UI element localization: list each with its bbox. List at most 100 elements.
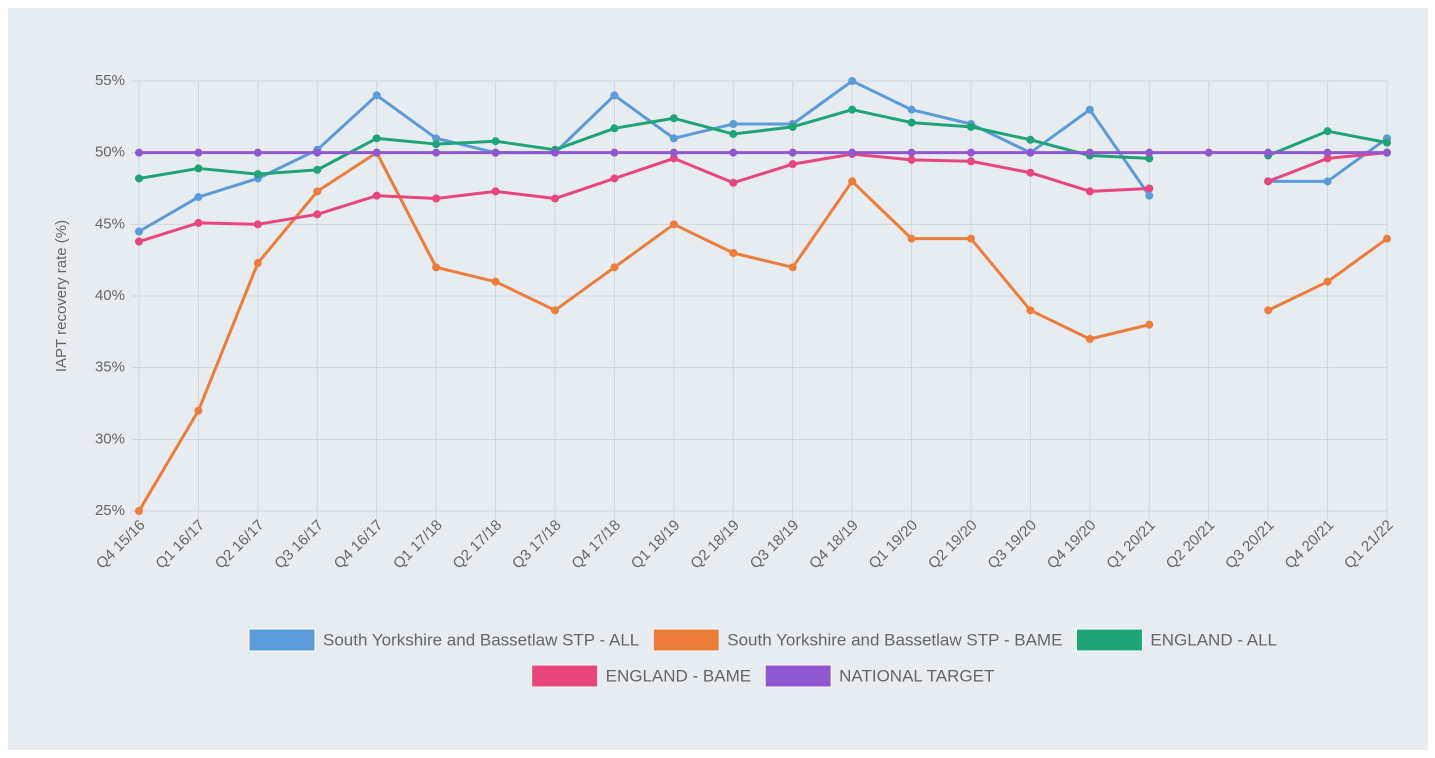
- data-point: [1026, 148, 1035, 157]
- data-point: [669, 134, 678, 143]
- y-tick-label: 45%: [95, 215, 125, 232]
- data-point: [848, 77, 857, 85]
- data-point: [194, 148, 203, 157]
- data-point: [788, 263, 797, 272]
- legend-swatch: [531, 664, 599, 688]
- data-point: [432, 194, 441, 203]
- data-point: [253, 220, 262, 229]
- legend-item[interactable]: South Yorkshire and Bassetlaw STP - ALL: [248, 628, 639, 652]
- data-point: [1264, 148, 1273, 157]
- data-point: [1145, 320, 1154, 329]
- data-point: [907, 148, 916, 157]
- data-point: [1264, 306, 1273, 315]
- data-point: [313, 187, 322, 196]
- data-point: [253, 259, 262, 268]
- data-point: [135, 148, 143, 157]
- legend-item[interactable]: South Yorkshire and Bassetlaw STP - BAME: [652, 628, 1062, 652]
- data-point: [788, 160, 797, 169]
- data-point: [907, 155, 916, 164]
- data-point: [1204, 148, 1213, 157]
- legend-label: NATIONAL TARGET: [839, 666, 994, 685]
- data-point: [788, 148, 797, 157]
- data-point: [432, 263, 441, 272]
- data-point: [551, 148, 559, 157]
- data-point: [669, 220, 678, 229]
- y-tick-label: 50%: [95, 144, 125, 161]
- data-point: [135, 227, 143, 236]
- data-point: [729, 148, 738, 157]
- data-point: [135, 174, 143, 183]
- data-point: [610, 124, 619, 133]
- data-point: [729, 130, 738, 139]
- legend-item[interactable]: NATIONAL TARGET: [764, 664, 994, 688]
- data-point: [313, 165, 322, 174]
- data-point: [313, 210, 322, 219]
- legend-label: South Yorkshire and Bassetlaw STP - BAME: [727, 630, 1062, 649]
- data-point: [848, 105, 857, 114]
- data-point: [194, 406, 203, 415]
- data-point: [669, 148, 678, 157]
- data-point: [253, 170, 262, 179]
- y-tick-label: 40%: [95, 287, 125, 304]
- data-point: [1323, 277, 1332, 286]
- data-point: [610, 148, 619, 157]
- data-point: [1026, 135, 1035, 144]
- data-point: [551, 194, 559, 203]
- legend-swatch: [248, 628, 316, 652]
- data-point: [1145, 154, 1154, 163]
- data-point: [848, 177, 857, 186]
- data-point: [1323, 127, 1332, 136]
- data-point: [135, 507, 143, 515]
- data-point: [1085, 148, 1094, 157]
- data-point: [907, 118, 916, 127]
- data-point: [669, 154, 678, 163]
- legend-label: ENGLAND - ALL: [1150, 630, 1277, 649]
- data-point: [967, 148, 975, 157]
- data-point: [1264, 177, 1273, 186]
- y-tick-label: 25%: [95, 502, 125, 519]
- data-point: [372, 91, 381, 100]
- data-point: [551, 306, 559, 315]
- data-point: [1323, 177, 1332, 186]
- legend-swatch: [1075, 628, 1143, 652]
- data-point: [610, 174, 619, 183]
- data-point: [1145, 148, 1154, 157]
- data-point: [1085, 105, 1094, 114]
- data-point: [1383, 234, 1391, 243]
- data-point: [788, 122, 797, 131]
- legend-item[interactable]: ENGLAND - ALL: [1075, 628, 1277, 652]
- data-point: [253, 148, 262, 157]
- series-line: [137, 151, 1150, 512]
- legend-swatch: [764, 664, 832, 688]
- data-point: [491, 148, 500, 157]
- data-point: [729, 249, 738, 257]
- data-point: [907, 105, 916, 114]
- data-point: [610, 91, 619, 100]
- data-point: [1145, 191, 1154, 200]
- data-point: [313, 148, 322, 157]
- series-line: [138, 108, 1150, 180]
- data-point: [194, 218, 203, 227]
- data-point: [372, 148, 381, 157]
- data-point: [848, 148, 857, 157]
- data-point: [135, 237, 143, 246]
- data-point: [491, 187, 500, 196]
- data-point: [610, 263, 619, 272]
- data-point: [967, 234, 975, 243]
- y-tick-label: 35%: [95, 359, 125, 376]
- data-point: [1383, 148, 1391, 157]
- data-point: [907, 234, 916, 243]
- y-axis-label: IAPT recovery rate (%): [53, 220, 70, 372]
- data-point: [1383, 138, 1391, 147]
- data-point: [372, 191, 381, 200]
- data-point: [1085, 335, 1094, 343]
- data-point: [967, 122, 975, 131]
- data-point: [194, 164, 203, 173]
- data-point: [432, 140, 441, 149]
- data-point: [729, 178, 738, 187]
- legend-item[interactable]: ENGLAND - BAME: [531, 664, 751, 688]
- data-point: [491, 277, 500, 286]
- data-point: [1323, 154, 1332, 163]
- chart-background: [8, 8, 1428, 750]
